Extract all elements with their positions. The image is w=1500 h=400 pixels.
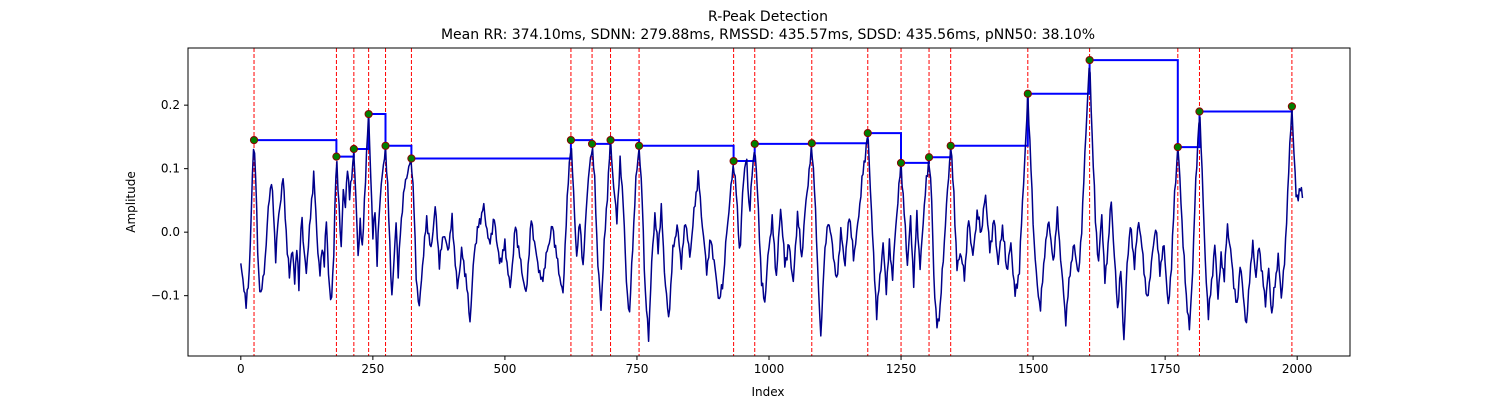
rr-step-line [733, 143, 756, 162]
peak-marker [1023, 89, 1032, 98]
peak-marker [1173, 142, 1182, 152]
x-tick-label: 1000 [754, 362, 785, 376]
x-tick-label: 500 [493, 362, 516, 376]
x-axis-ticks: 0 250 500 750 1000 1250 1500 1750 2000 [237, 356, 1312, 376]
x-tick-label: 1250 [886, 362, 917, 376]
x-tick-label: 0 [237, 362, 245, 376]
step-lines-group [254, 59, 1293, 164]
rr-step-line [639, 144, 735, 161]
peak-marker [332, 152, 341, 161]
x-axis-label: Index [751, 385, 784, 399]
y-axis-ticks: −0.1 0.0 0.1 0.2 [151, 98, 188, 303]
y-tick-label: 0.0 [161, 225, 180, 239]
peak-markers-group [249, 55, 1297, 168]
x-tick-label: 1500 [1018, 362, 1049, 376]
peak-marker [566, 135, 576, 145]
peak-marker [587, 139, 597, 148]
rr-step-line [411, 140, 572, 160]
peak-marker [249, 135, 259, 145]
x-tick-label: 2000 [1282, 362, 1313, 376]
rr-step-line [950, 93, 1029, 147]
peak-marker [1085, 55, 1094, 65]
ecg-signal-line [240, 67, 1304, 343]
x-tick-label: 250 [361, 362, 384, 376]
peak-marker [407, 154, 416, 163]
rr-step-line [610, 139, 641, 146]
peak-marker [896, 158, 906, 168]
rr-step-line [754, 142, 813, 145]
y-tick-label: 0.1 [161, 162, 180, 176]
y-tick-label: 0.2 [161, 98, 180, 112]
rr-step-line [368, 113, 387, 146]
rr-step-line [1089, 59, 1179, 148]
rr-step-line [1177, 111, 1201, 149]
x-tick-label: 1750 [1150, 362, 1181, 376]
peak-marker [634, 141, 644, 150]
y-axis-label: Amplitude [124, 171, 138, 233]
peak-lines-group [253, 48, 1293, 356]
rr-step-line [1199, 106, 1293, 113]
rr-step-line [1027, 60, 1091, 95]
peak-marker [750, 139, 759, 148]
plot-area [240, 48, 1304, 356]
peak-marker [946, 141, 955, 150]
y-tick-label: −0.1 [151, 289, 180, 303]
rr-step-line [867, 132, 902, 163]
rr-step-line [901, 157, 930, 164]
peak-marker [606, 135, 615, 145]
peak-marker [1195, 107, 1204, 116]
chart-subtitle: Mean RR: 374.10ms, SDNN: 279.88ms, RMSSD… [441, 27, 1095, 43]
peak-marker [349, 144, 358, 154]
x-tick-label: 750 [626, 362, 649, 376]
peak-marker [729, 156, 738, 166]
plot-frame [187, 47, 1351, 357]
peak-marker [381, 141, 390, 150]
rr-step-line [385, 144, 413, 159]
peak-marker [1287, 102, 1297, 111]
peak-marker [863, 128, 872, 138]
peak-marker [924, 153, 934, 162]
rr-step-line [254, 139, 338, 157]
peak-marker [807, 139, 816, 148]
peak-marker [364, 109, 373, 119]
chart-title: R-Peak Detection [708, 9, 828, 25]
rr-step-line [811, 133, 869, 145]
